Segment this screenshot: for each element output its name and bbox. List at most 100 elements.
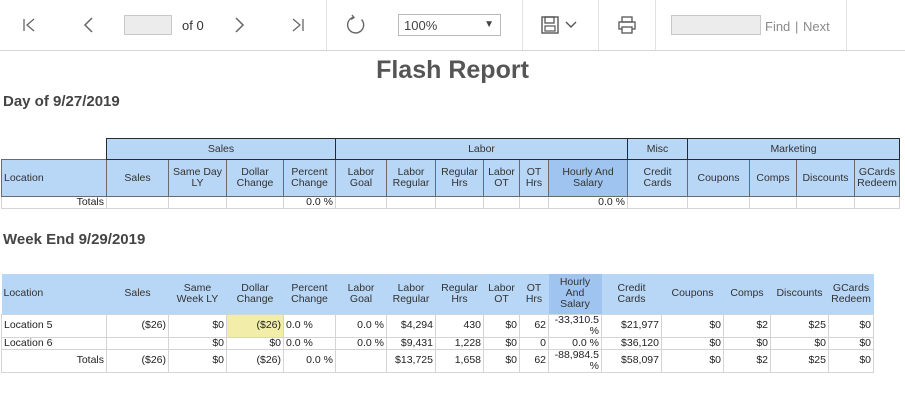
day-section-title: Day of 9/27/2019	[3, 93, 120, 110]
col-header: Discounts	[796, 159, 855, 197]
table-cell: -88,984.5 %	[548, 348, 602, 373]
toolbar-divider	[326, 0, 327, 50]
col-header: Comps	[723, 274, 771, 314]
table-cell: ($26)	[226, 348, 284, 373]
next-page-icon[interactable]	[224, 10, 254, 40]
table-cell: 1,228	[435, 336, 484, 350]
table-cell	[335, 196, 387, 209]
previous-page-icon[interactable]	[74, 10, 104, 40]
zoom-select[interactable]: 100% ▼	[398, 14, 501, 36]
table-cell: 0.0 %	[335, 313, 387, 338]
table-cell	[519, 196, 549, 209]
group-sales: Sales	[106, 138, 336, 160]
col-header: GCards Redeem	[828, 274, 874, 314]
find-button[interactable]: Find	[765, 19, 791, 34]
refresh-icon[interactable]	[341, 10, 371, 40]
table-cell: $0	[828, 336, 874, 350]
table-cell	[226, 196, 284, 209]
table-cell	[435, 196, 484, 209]
table-cell: 0.0 %	[548, 196, 628, 209]
col-header: Regular Hrs	[435, 274, 484, 314]
table-cell: 0.0 %	[548, 336, 602, 350]
table-cell: 0.0 %	[335, 336, 387, 350]
table-cell	[335, 348, 387, 373]
col-header: Location	[1, 274, 107, 314]
table-cell	[749, 196, 797, 209]
table-cell: $0	[168, 336, 227, 350]
col-header: Labor Goal	[335, 159, 387, 197]
table-cell: 430	[435, 313, 484, 338]
find-input[interactable]	[671, 15, 761, 35]
col-header: Location	[1, 159, 107, 197]
zoom-value: 100%	[404, 18, 438, 33]
totals-row: Totals ($26) $0 ($26) 0.0 % $13,725 1,65…	[1, 348, 874, 373]
report-title: Flash Report	[376, 56, 529, 84]
week-summary-table: Location Sales Same Week LY Dollar Chang…	[1, 274, 874, 373]
table-cell: Totals	[1, 348, 107, 373]
table-cell: 62	[519, 348, 549, 373]
table-cell: $0	[828, 313, 874, 338]
day-summary-table: Sales Labor Misc Marketing Location Sale…	[1, 138, 900, 209]
table-cell: 62	[519, 313, 549, 338]
group-marketing: Marketing	[687, 138, 900, 160]
first-page-icon[interactable]	[14, 10, 44, 40]
table-cell: $0	[661, 348, 724, 373]
col-header: Coupons	[661, 274, 724, 314]
next-button[interactable]: Next	[803, 19, 830, 34]
table-cell: $4,294	[386, 313, 436, 338]
col-header: Same Week LY	[168, 274, 227, 314]
table-cell: $0	[168, 348, 227, 373]
table-cell	[627, 196, 688, 209]
table-cell	[483, 196, 520, 209]
report-toolbar: of 0 100% ▼ Find | Next	[0, 0, 905, 51]
col-header: Credit Cards	[601, 274, 662, 314]
col-header: Comps	[749, 159, 797, 197]
table-cell: 0.0 %	[283, 348, 336, 373]
table-cell: $0	[661, 313, 724, 338]
print-icon[interactable]	[612, 10, 642, 40]
table-cell: 1,658	[435, 348, 484, 373]
col-header: Dollar Change	[226, 274, 284, 314]
save-icon	[541, 16, 559, 34]
col-header: Labor Regular	[386, 159, 436, 197]
table-cell: Location 5	[1, 313, 107, 338]
col-header: Coupons	[687, 159, 750, 197]
toolbar-divider	[598, 0, 599, 50]
col-header: Dollar Change	[226, 159, 284, 197]
col-header: Percent Change	[283, 274, 336, 314]
col-header: Same Day LY	[168, 159, 227, 197]
col-header: Hourly And Salary	[548, 274, 602, 314]
table-cell: ($26)	[226, 313, 284, 338]
table-cell: ($26)	[106, 313, 169, 338]
col-header: Labor OT	[483, 159, 520, 197]
table-cell: $0	[483, 336, 520, 350]
toolbar-divider	[522, 0, 523, 50]
find-next-divider: |	[795, 19, 799, 34]
table-cell	[687, 196, 750, 209]
table-cell: -33,310.5 %	[548, 313, 602, 338]
table-cell: $0	[770, 336, 829, 350]
col-header: Credit Cards	[627, 159, 688, 197]
table-cell: $0	[226, 336, 284, 350]
table-row: Location 6 $0 $0 0.0 % 0.0 % $9,431 1,22…	[1, 336, 874, 350]
page-count-label: of 0	[182, 18, 204, 33]
table-cell: $25	[770, 313, 829, 338]
table-cell: 0.0 %	[283, 196, 336, 209]
totals-row: Totals 0.0 % 0.0 %	[1, 196, 900, 209]
table-cell: 0.0 %	[283, 336, 336, 350]
group-misc: Misc	[627, 138, 688, 160]
table-cell: $9,431	[386, 336, 436, 350]
page-number-input[interactable]	[124, 15, 172, 35]
table-cell: Totals	[1, 196, 107, 209]
table-cell: $13,725	[386, 348, 436, 373]
last-page-icon[interactable]	[283, 10, 313, 40]
table-cell: $58,097	[601, 348, 662, 373]
chevron-down-icon	[565, 21, 577, 28]
table-cell	[386, 196, 436, 209]
table-cell: $21,977	[601, 313, 662, 338]
table-cell: $2	[723, 348, 771, 373]
table-cell	[106, 336, 169, 350]
table-cell: $0	[828, 348, 874, 373]
week-section-title: Week End 9/29/2019	[3, 231, 146, 248]
save-export-button[interactable]	[536, 10, 582, 40]
